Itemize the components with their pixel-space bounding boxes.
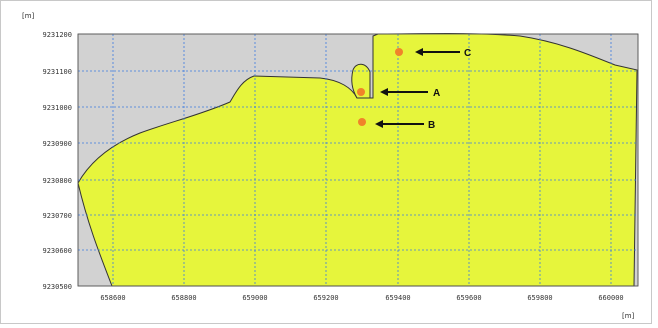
y-tick-label: 9230800	[42, 177, 72, 185]
x-tick-label: 658600	[100, 294, 125, 302]
x-tick-label: 658800	[171, 294, 196, 302]
marker-a-dot	[357, 88, 365, 96]
y-tick-label: 9230500	[42, 283, 72, 291]
x-tick-label: 659600	[456, 294, 481, 302]
y-tick-label: 9230900	[42, 140, 72, 148]
y-tick-label: 9231100	[42, 68, 72, 76]
marker-a-label: A	[433, 88, 440, 99]
x-tick-label: 659200	[313, 294, 338, 302]
x-tick-label: 660000	[598, 294, 623, 302]
marker-b-label: B	[428, 120, 435, 131]
y-tick-label: 9230700	[42, 212, 72, 220]
x-tick-label: 659800	[527, 294, 552, 302]
y-tick-labels: 9231200 9231100 9231000 9230900 9230800 …	[42, 31, 72, 291]
x-tick-label: 659400	[385, 294, 410, 302]
marker-c-label: C	[464, 48, 471, 59]
marker-b-dot	[358, 118, 366, 126]
x-tick-labels: 658600 658800 659000 659200 659400 65960…	[100, 294, 623, 302]
y-tick-label: 9231000	[42, 104, 72, 112]
marker-c-dot	[395, 48, 403, 56]
x-tick-label: 659000	[242, 294, 267, 302]
y-tick-label: 9231200	[42, 31, 72, 39]
y-tick-label: 9230600	[42, 247, 72, 255]
